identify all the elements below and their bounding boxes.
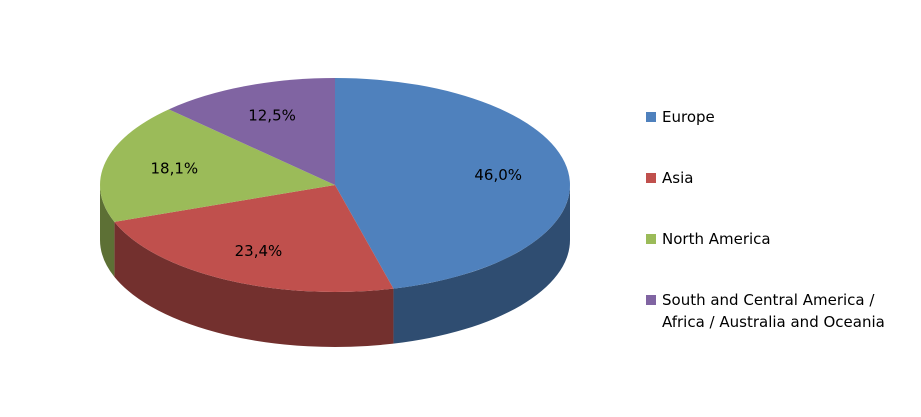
data-label: 18,1%: [151, 159, 199, 177]
pie-side: [100, 185, 115, 277]
pie-slice: [168, 78, 335, 185]
pie-side: [114, 221, 394, 347]
legend-swatch: [646, 234, 656, 244]
legend-swatch: [646, 295, 656, 305]
legend-label: North America: [662, 230, 771, 248]
legend-label: Asia: [662, 169, 694, 187]
legend-label: South and Central America / Africa / Aus…: [662, 291, 885, 331]
legend-item: South and Central America / Africa / Aus…: [646, 289, 912, 333]
legend-label: Europe: [662, 108, 715, 126]
legend-item: Asia: [646, 167, 912, 189]
legend-swatch: [646, 173, 656, 183]
pie-slice: [335, 78, 570, 289]
pie-slice: [114, 185, 394, 292]
data-label: 23,4%: [235, 242, 283, 260]
data-label: 12,5%: [248, 106, 296, 124]
legend-swatch: [646, 112, 656, 122]
pie-slice: [100, 109, 335, 222]
data-label: 46,0%: [474, 166, 522, 184]
legend-item: North America: [646, 228, 912, 250]
legend-item: Europe: [646, 106, 912, 128]
pie-side: [393, 185, 570, 344]
